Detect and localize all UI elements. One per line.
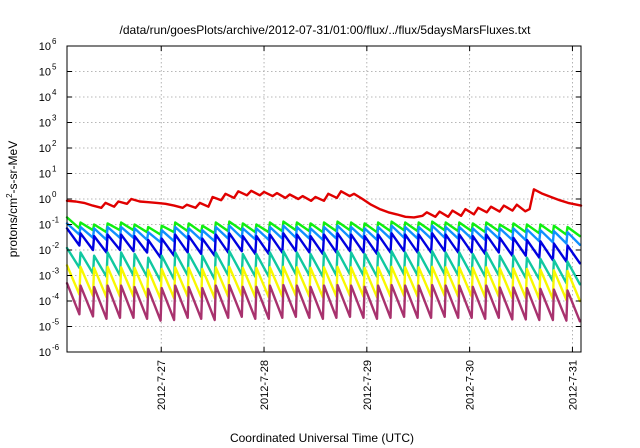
series-line-5 [65, 246, 582, 286]
y-tick-exponent: 2 [52, 139, 57, 148]
y-tick-exponent: 5 [52, 63, 57, 72]
y-tick-base: 10 [39, 92, 51, 104]
y-tick-base: 10 [39, 194, 51, 206]
y-tick-base: 10 [39, 41, 51, 53]
y-tick-base: 10 [39, 118, 51, 130]
x-axis-label: Coordinated Universal Time (UTC) [230, 431, 414, 445]
y-tick-exponent: -4 [52, 292, 60, 301]
y-tick-label: 100 [39, 190, 57, 206]
y-tick-label: 10-4 [39, 292, 60, 308]
x-axis-ticks: 2012-7-27 2012-7-28 2012-7-29 2012-7-30 2012… [156, 46, 579, 410]
y-tick-exponent: 4 [52, 88, 57, 97]
y-tick-exponent: 6 [52, 37, 57, 46]
x-tick-label: 2012-7-29 [362, 360, 374, 410]
y-tick-exponent: -6 [52, 343, 60, 352]
x-tick-label: 2012-7-31 [567, 360, 579, 410]
y-tick-label: 105 [39, 63, 57, 79]
series-line-1 [65, 188, 583, 219]
x-tick-label: 2012-7-30 [465, 360, 477, 410]
chart-title: /data/run/goesPlots/archive/2012-07-31/0… [120, 23, 532, 37]
y-tick-base: 10 [39, 220, 51, 232]
y-tick-exponent: 1 [52, 165, 57, 174]
y-tick-base: 10 [39, 169, 51, 181]
y-axis-label-sup: 2 [5, 193, 14, 198]
y-tick-base: 10 [39, 143, 51, 155]
y-tick-label: 106 [39, 37, 57, 53]
y-tick-label: 10-1 [39, 216, 60, 232]
x-tick-label: 2012-7-28 [259, 360, 271, 410]
y-tick-label: 10-3 [39, 267, 60, 283]
y-tick-base: 10 [39, 245, 51, 257]
y-tick-exponent: 0 [52, 190, 57, 199]
y-tick-label: 101 [39, 165, 57, 181]
y-axis-label-rest: -s-sr-MeV [6, 141, 20, 194]
y-tick-base: 10 [39, 347, 51, 359]
y-tick-label: 102 [39, 139, 57, 155]
y-tick-exponent: -2 [52, 241, 60, 250]
y-tick-label: 10-5 [39, 318, 60, 334]
y-tick-base: 10 [39, 67, 51, 79]
series-line-6 [65, 264, 582, 303]
y-axis-label-base: protons/cm [6, 198, 20, 257]
y-tick-exponent: 3 [52, 114, 57, 123]
y-tick-base: 10 [39, 271, 51, 283]
y-tick-label: 10-2 [39, 241, 60, 257]
y-tick-base: 10 [39, 322, 51, 334]
y-tick-label: 10-6 [39, 343, 60, 359]
series-line-4 [65, 227, 582, 265]
y-tick-base: 10 [39, 296, 51, 308]
series-line-3 [65, 222, 582, 246]
y-tick-label: 104 [39, 88, 57, 104]
y-tick-exponent: -5 [52, 318, 60, 327]
y-axis-label: protons/cm2-s-sr-MeV [5, 141, 20, 257]
y-axis-ticks: 10-610-510-410-310-210-11001011021031041… [39, 37, 581, 359]
x-tick-label: 2012-7-27 [156, 360, 168, 410]
y-tick-label: 103 [39, 114, 57, 130]
y-tick-exponent: -3 [52, 267, 60, 276]
series-group [65, 188, 583, 323]
y-tick-exponent: -1 [52, 216, 60, 225]
series-line-7 [65, 282, 582, 323]
